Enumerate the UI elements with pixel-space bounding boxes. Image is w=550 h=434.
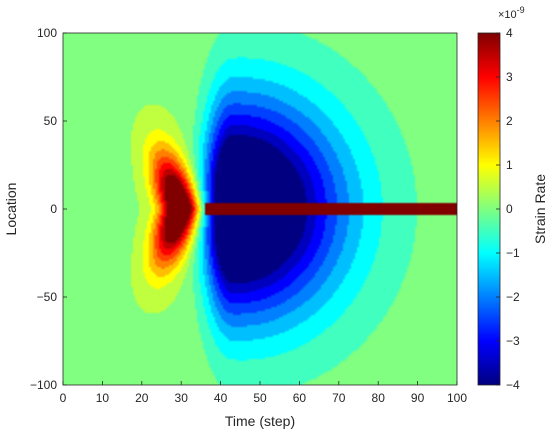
y-tick-label: 100 [37,26,57,40]
colorbar-tick-label: 3 [506,70,513,84]
x-axis-label: Time (step) [225,413,295,429]
colorbar-exponent-power: -9 [517,5,525,15]
x-tick-label: 100 [447,391,467,405]
y-axis-label: Location [3,183,19,236]
x-tick-label: 30 [175,391,189,405]
colorbar-tick-label: 4 [506,26,513,40]
x-tick-label: 70 [332,391,346,405]
y-tick-label: −50 [37,290,58,304]
x-tick-label: 50 [253,391,267,405]
x-tick-label: 90 [411,391,425,405]
y-tick-label: −100 [30,378,57,392]
x-tick-label: 10 [96,391,110,405]
colorbar-tick-label: −3 [506,334,520,348]
colorbar-tick-label: 0 [506,202,513,216]
colorbar-tick-label: 2 [506,114,513,128]
x-tick-label: 60 [293,391,307,405]
x-tick-label: 80 [372,391,386,405]
colorbar-label: Strain Rate [532,174,548,244]
colorbar-ticks: −4 −3 −2 −1 0 1 2 3 4 [496,26,520,392]
colorbar-tick-label: −4 [506,378,520,392]
colorbar-exponent: ×10-9 [498,5,525,21]
x-tick-label: 20 [135,391,149,405]
x-axis-ticks: 0 10 20 30 40 50 60 70 80 90 100 [60,381,467,405]
y-axis-ticks: −100 −50 0 50 100 [30,26,67,392]
x-tick-label: 40 [214,391,228,405]
y-tick-label: 0 [50,202,57,216]
x-tick-label: 0 [60,391,67,405]
heatmap-field [63,33,457,385]
colorbar-tick-label: −2 [506,290,520,304]
colorbar-tick-label: −1 [506,246,520,260]
colorbar-exponent-base: ×10 [498,9,517,21]
colorbar-tick-label: 1 [506,158,513,172]
y-tick-label: 50 [44,114,58,128]
